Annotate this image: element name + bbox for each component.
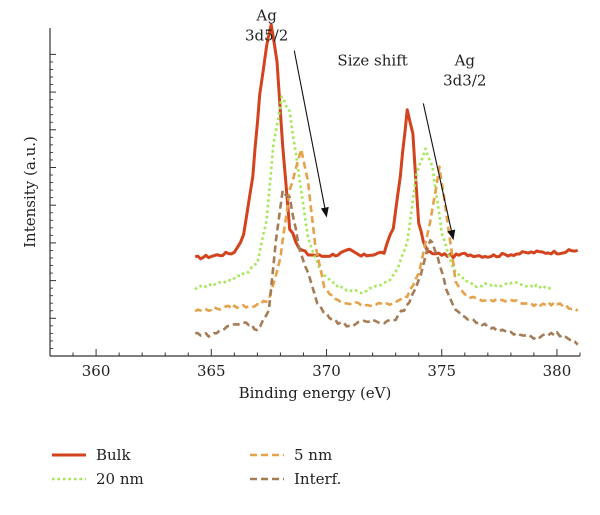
x-tick-label: 380 <box>543 362 572 380</box>
peak-annotation-2: Size shift <box>337 52 407 70</box>
series-line-interf <box>195 189 579 346</box>
legend: Bulk 20 nm 5 nm Interf. <box>52 446 341 488</box>
legend-label: 20 nm <box>96 470 144 488</box>
x-tick-label: 365 <box>197 362 226 380</box>
x-tick-label: 375 <box>427 362 456 380</box>
shift-arrow-2 <box>422 103 456 241</box>
series-line-bulk <box>194 23 579 261</box>
peak-annotation-1: Ag 3d5/2 <box>245 6 288 44</box>
x-tick-label: 360 <box>82 362 111 380</box>
plot-area <box>194 23 579 346</box>
annotation-line: Ag <box>454 52 476 70</box>
x-axis-label: Binding energy (eV) <box>239 384 392 402</box>
axes: Binding energy (eV) Intensity (a.u.) 360… <box>21 28 581 402</box>
annotation-line: Size shift <box>337 52 407 70</box>
annotation-line: 3d3/2 <box>443 72 486 90</box>
x-tick-label: 370 <box>312 362 341 380</box>
series-line-5-nm <box>194 148 579 313</box>
annotation-line: Ag <box>255 6 277 24</box>
annotations: Ag 3d5/2 Size shift Ag 3d3/2 <box>245 6 486 241</box>
shift-arrow-1 <box>293 50 329 218</box>
series-line-20-nm <box>194 95 553 295</box>
legend-label: 5 nm <box>294 446 332 464</box>
legend-label: Bulk <box>96 446 131 464</box>
y-axis-label: Intensity (a.u.) <box>21 136 39 248</box>
peak-annotation-3: Ag 3d3/2 <box>443 52 486 90</box>
annotation-line: 3d5/2 <box>245 26 288 44</box>
legend-label: Interf. <box>294 470 341 488</box>
